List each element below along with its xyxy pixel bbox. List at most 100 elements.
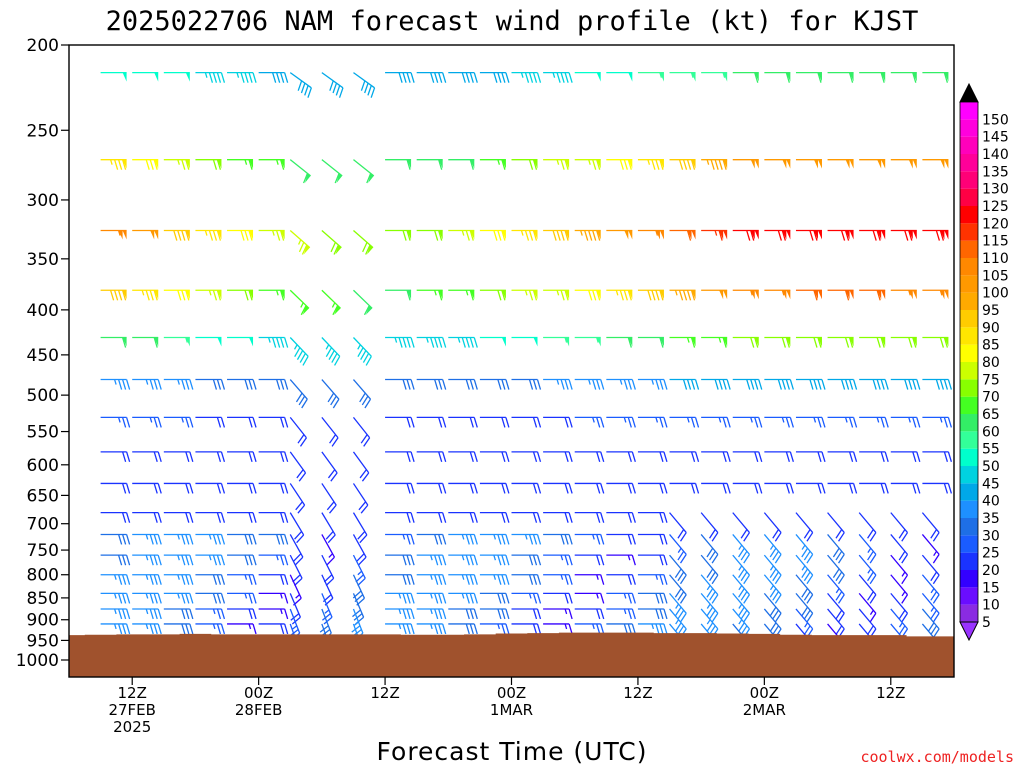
wind-barb — [922, 482, 953, 494]
wind-barb — [763, 512, 782, 542]
wind-barb — [637, 336, 664, 348]
colorbar-swatch — [960, 414, 978, 432]
y-tick-label: 400 — [27, 301, 59, 321]
wind-barb — [227, 592, 257, 604]
wind-barb — [163, 159, 190, 170]
wind-barb — [637, 482, 668, 494]
colorbar-frame — [959, 101, 979, 623]
colorbar-tick-label: 145 — [982, 130, 1009, 146]
wind-barb — [921, 608, 940, 638]
wind-barb — [511, 71, 542, 83]
wind-barb — [669, 71, 696, 82]
wind-barb — [700, 534, 719, 564]
wind-barb — [890, 534, 909, 564]
wind-barb — [859, 416, 889, 428]
y-tick-label: 250 — [27, 121, 59, 141]
wind-barb — [511, 451, 542, 463]
wind-barb — [827, 592, 845, 623]
wind-barb — [922, 451, 953, 463]
wind-barb — [890, 71, 917, 83]
wind-barb — [606, 289, 633, 301]
wind-barb — [100, 623, 131, 635]
wind-barb — [922, 71, 949, 83]
wind-barb — [543, 378, 573, 390]
colorbar-swatch — [960, 223, 978, 241]
wind-barb — [543, 554, 573, 566]
credit-link[interactable]: coolwx.com/models — [860, 748, 1014, 766]
wind-barb — [321, 379, 340, 409]
wind-barb — [511, 511, 542, 523]
wind-barb — [669, 482, 700, 494]
wind-barb — [448, 482, 478, 494]
wind-barb — [669, 554, 687, 585]
wind-barb — [637, 451, 668, 463]
colorbar-tick-label: 150 — [982, 112, 1009, 128]
wind-barb — [258, 416, 289, 428]
wind-barb — [448, 554, 478, 566]
wind-barb — [732, 592, 751, 623]
colorbar-tick-label: 125 — [982, 199, 1009, 215]
wind-barb — [385, 451, 415, 463]
wind-barb — [352, 379, 372, 409]
wind-barb — [574, 511, 605, 523]
wind-barb — [890, 378, 921, 390]
colorbar-swatch — [960, 344, 978, 362]
colorbar-tick-label: 25 — [982, 546, 1000, 562]
wind-barb — [827, 416, 858, 428]
wind-barb — [132, 574, 162, 585]
wind-barb — [764, 289, 791, 300]
wind-barb — [448, 289, 475, 301]
colorbar-tick-label: 20 — [982, 563, 1000, 579]
wind-barb — [543, 533, 573, 545]
colorbar-tick-label: 55 — [982, 442, 1000, 458]
colorbar-tick-label: 5 — [982, 615, 991, 631]
wind-barb — [353, 159, 375, 184]
wind-barb — [227, 623, 257, 635]
wind-barb — [132, 71, 159, 82]
wind-barb — [511, 533, 542, 545]
wind-barb — [385, 159, 412, 170]
wind-barb — [289, 593, 302, 625]
wind-barb — [100, 533, 131, 545]
wind-barb — [289, 230, 311, 255]
wind-barb — [385, 289, 412, 301]
colorbar-swatch — [960, 154, 978, 172]
colorbar-swatch — [960, 171, 978, 189]
wind-barb — [511, 378, 542, 390]
colorbar-tick-label: 95 — [982, 303, 1000, 319]
wind-barb — [289, 483, 306, 514]
wind-barb — [543, 623, 573, 635]
colorbar-over-arrow — [959, 82, 979, 103]
wind-barb — [606, 229, 633, 240]
wind-barb — [195, 229, 222, 241]
wind-barb — [701, 71, 728, 82]
wind-barb — [511, 289, 538, 301]
wind-barb — [606, 592, 636, 604]
wind-barb — [543, 451, 573, 463]
y-tick-label: 700 — [27, 515, 59, 535]
wind-barb — [795, 336, 822, 348]
x-tick-label: 2MAR — [743, 701, 786, 719]
wind-barb — [637, 71, 664, 82]
wind-barb — [890, 289, 917, 300]
colorbar-tick-label: 140 — [982, 147, 1009, 163]
wind-barb — [890, 416, 921, 428]
colorbar-tick-label: 70 — [982, 390, 1000, 406]
wind-barb — [448, 574, 478, 585]
wind-barb — [321, 512, 336, 544]
wind-barb — [574, 608, 605, 620]
wind-barb — [606, 623, 636, 635]
colorbar-swatch — [960, 275, 978, 293]
wind-barb — [669, 451, 700, 463]
colorbar-swatch — [960, 240, 978, 258]
wind-barb — [100, 378, 131, 390]
wind-barb — [416, 511, 447, 523]
wind-barb — [385, 554, 415, 566]
wind-barb — [795, 451, 826, 463]
x-tick-label: 12Z — [118, 684, 147, 702]
wind-barb — [701, 229, 728, 241]
wind-barb — [732, 336, 759, 348]
wind-barb — [859, 159, 886, 169]
wind-barb — [732, 289, 759, 300]
